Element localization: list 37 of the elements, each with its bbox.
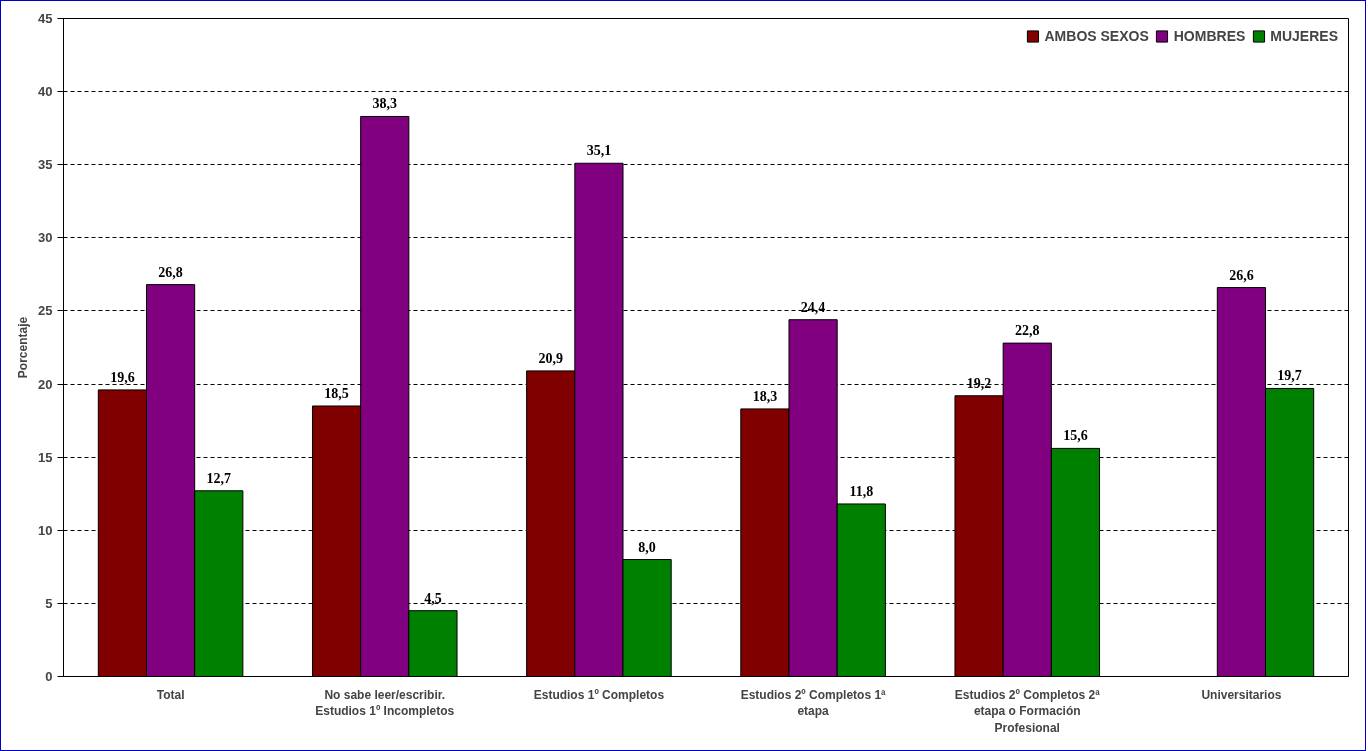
x-tick-label: Total [156, 687, 185, 702]
y-tick-label: 0 [45, 669, 53, 684]
data-label: 15,6 [1063, 428, 1088, 444]
data-label: 24,4 [800, 299, 826, 315]
data-label: 26,6 [1229, 267, 1254, 283]
data-label: 18,5 [324, 385, 349, 401]
data-label: 22,8 [1015, 323, 1040, 339]
legend-label: AMBOS SEXOS [1044, 28, 1149, 44]
y-tick-label: 35 [38, 157, 53, 173]
data-label: 38,3 [372, 96, 397, 112]
data-label: 11,8 [849, 483, 874, 499]
legend-label: MUJERES [1270, 28, 1338, 44]
data-label: 20,9 [538, 350, 563, 366]
x-tick-label: Estudios 1º Completos [533, 687, 665, 702]
y-tick-label: 15 [38, 449, 53, 465]
x-tick-label: Universitarios [1201, 687, 1282, 702]
data-label: 19,6 [110, 369, 135, 385]
data-label: 12,7 [206, 470, 232, 486]
x-tick-label: No sabe leer/escribir. Estudios 1º Incompletos [315, 687, 455, 719]
data-label: 18,3 [752, 388, 778, 404]
data-label: 35,1 [586, 143, 612, 159]
x-tick-label: Estudios 2º Completos 1ª etapa [740, 687, 887, 719]
data-label: 8,0 [638, 539, 656, 555]
x-tick-label: Estudios 2º Completos 2ª etapa o Formación Profesional [954, 687, 1101, 736]
legend-label: HOMBRES [1173, 28, 1246, 44]
y-axis-title: Porcentaje [16, 316, 31, 379]
y-tick-label: 25 [38, 303, 53, 319]
y-tick-label: 5 [45, 595, 53, 611]
data-label: 19,7 [1277, 368, 1302, 384]
data-label: 26,8 [158, 264, 183, 280]
data-label: 19,2 [966, 375, 992, 391]
y-tick-label: 20 [38, 376, 53, 392]
y-tick-label: 40 [38, 84, 53, 100]
y-tick-label: 45 [38, 11, 53, 26]
y-tick-label: 10 [38, 522, 53, 538]
data-label: 4,5 [424, 590, 442, 606]
y-tick-label: 30 [38, 230, 53, 246]
